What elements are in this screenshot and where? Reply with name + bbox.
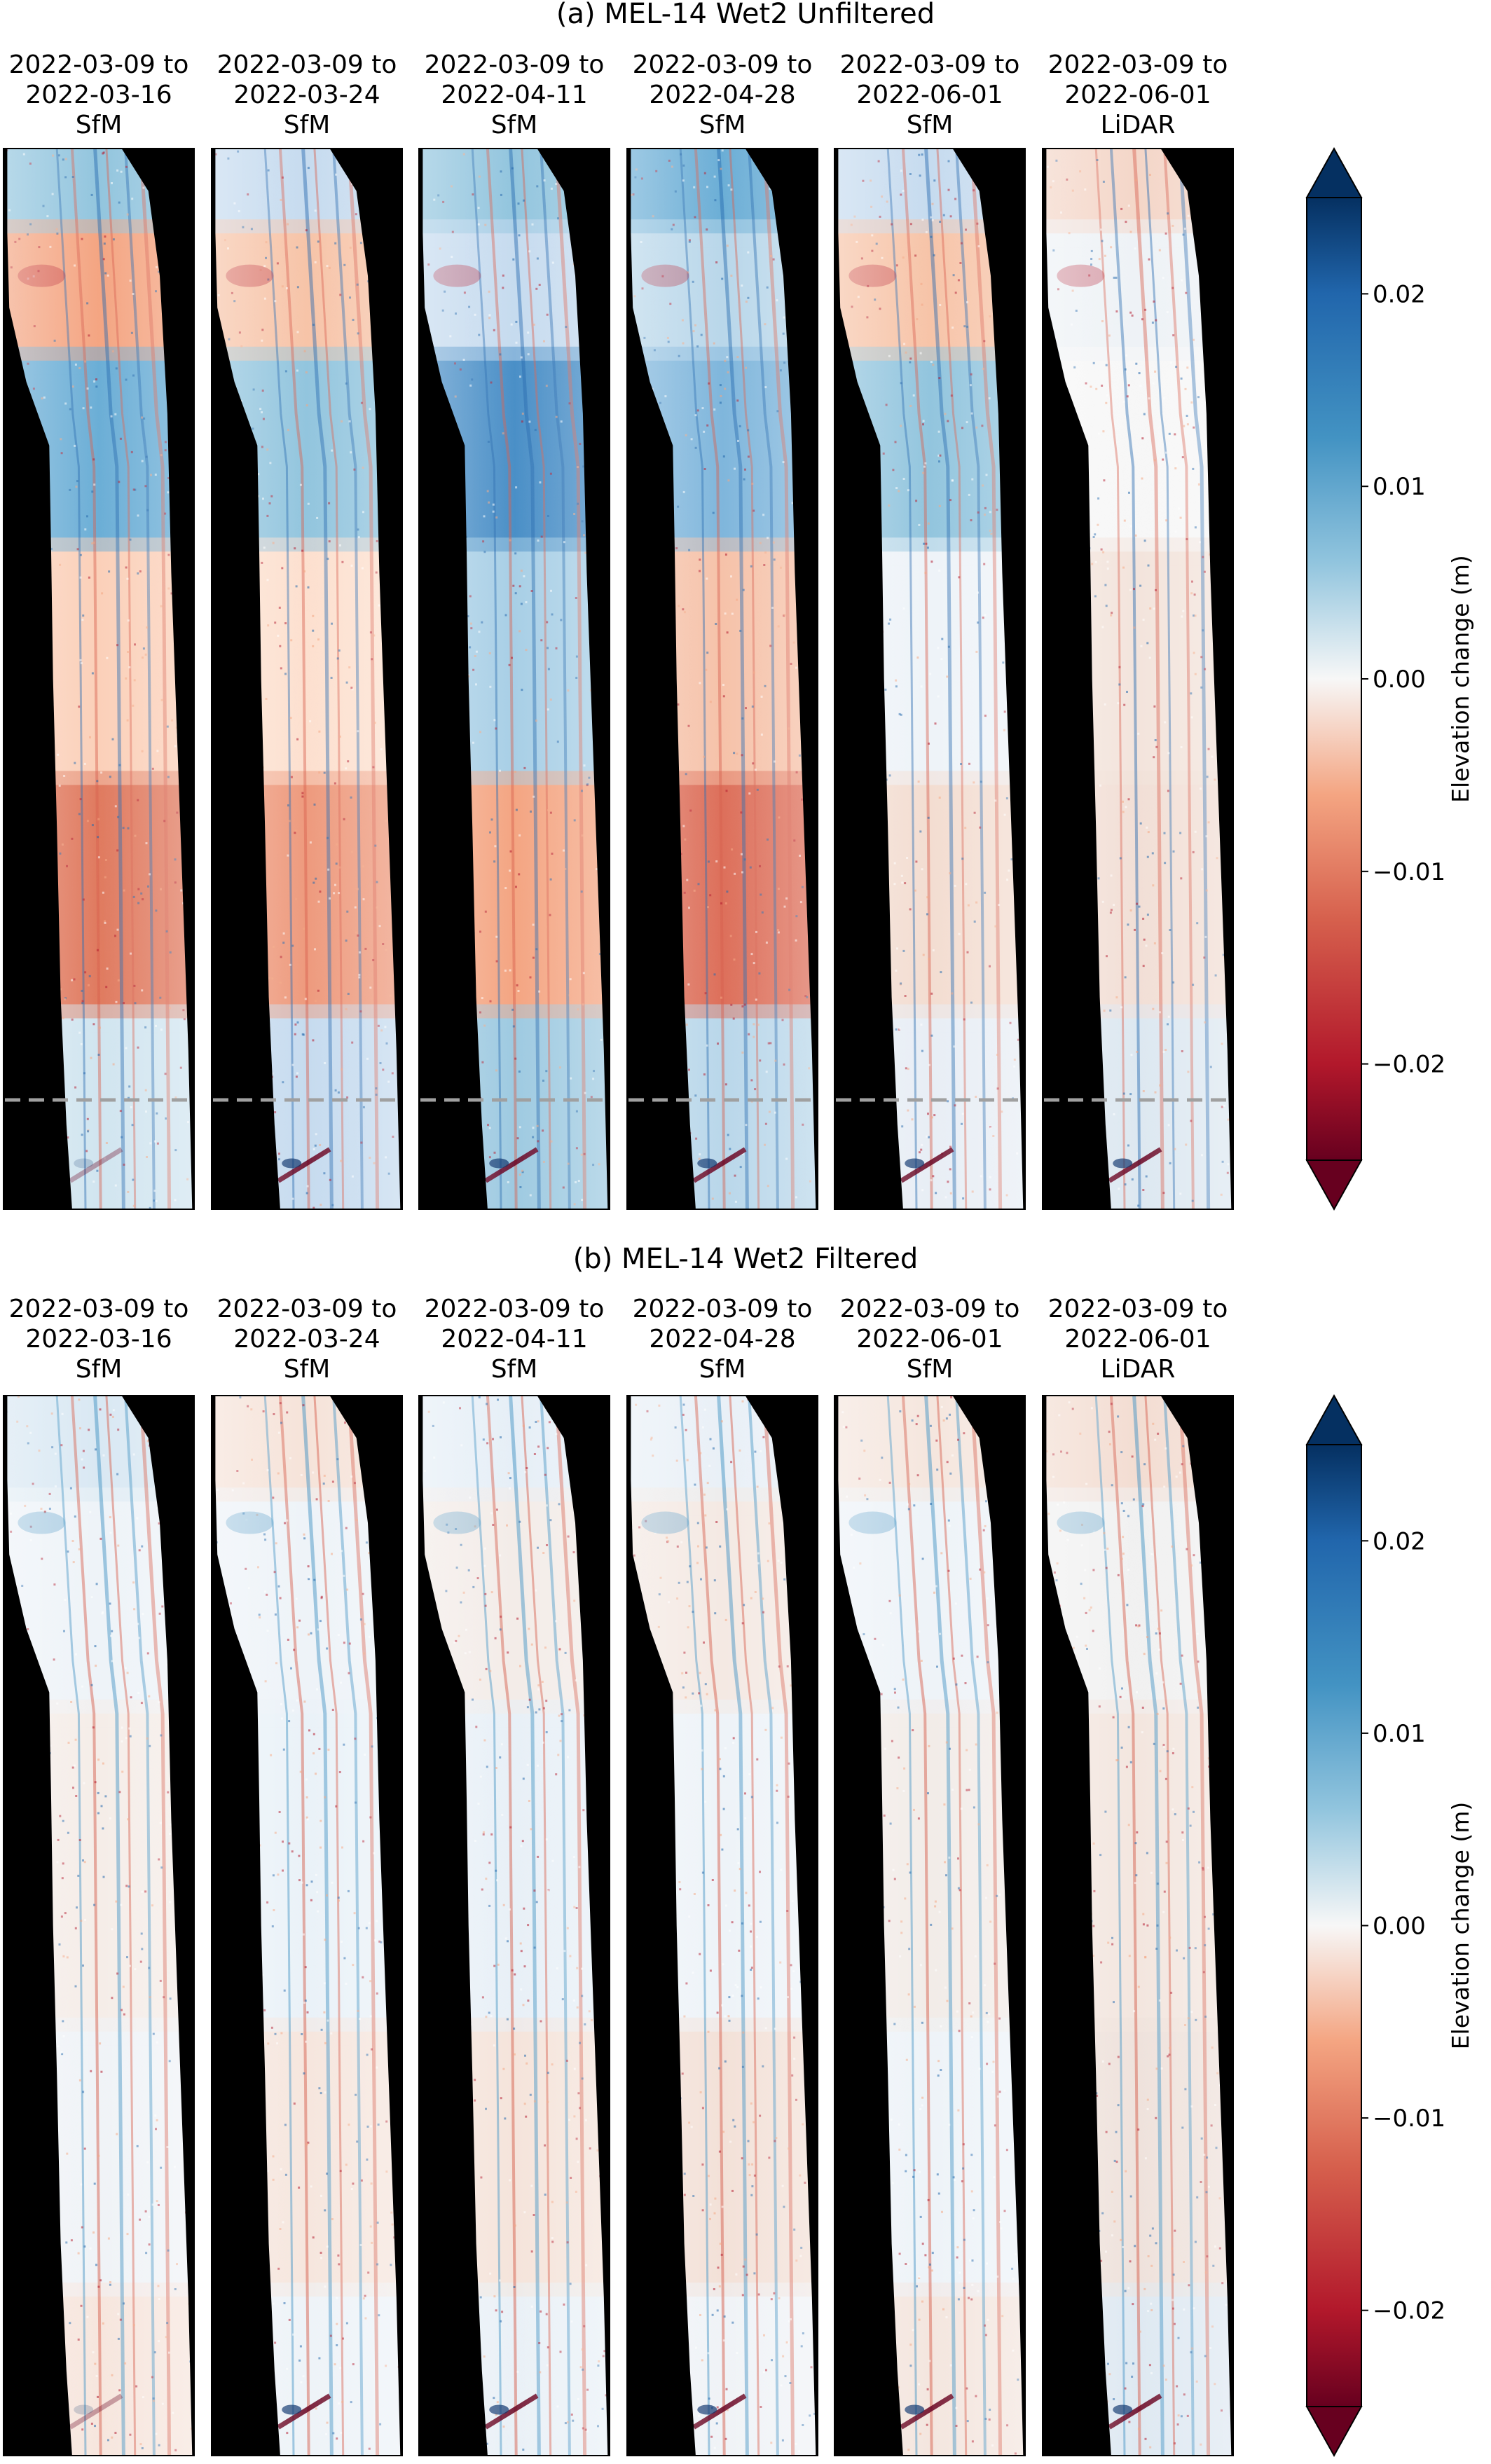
colorbar-label: Elevation change (m) <box>1447 555 1474 803</box>
panel-label: 2022-03-09 to <box>217 50 397 79</box>
colorbar-tick-label: 0.02 <box>1373 280 1426 308</box>
colorbar-tick-label: −0.02 <box>1373 2297 1445 2325</box>
section-title: (b) MEL-14 Wet2 Filtered <box>573 1243 919 1275</box>
panel-frame <box>834 1395 1026 2456</box>
colorbar-body <box>1306 197 1362 1161</box>
panel-label: 2022-06-01 <box>1064 1325 1211 1354</box>
colorbar-tick-label: −0.02 <box>1373 1051 1445 1079</box>
panel-frame <box>211 148 403 1210</box>
panel-label: 2022-04-28 <box>649 1325 795 1354</box>
panel-label: 2022-03-24 <box>233 81 380 109</box>
panel-label: 2022-03-09 to <box>633 1295 813 1323</box>
panel-label: SfM <box>284 1355 331 1384</box>
panel-label: 2022-04-11 <box>441 1325 587 1354</box>
panel-label: LiDAR <box>1101 111 1176 139</box>
colorbar-tick-label: 0.01 <box>1373 473 1426 501</box>
colorbar-extend-bottom <box>1305 1159 1363 1211</box>
panel-label: 2022-03-09 to <box>425 1295 605 1323</box>
panel-label: 2022-03-16 <box>25 81 172 109</box>
colorbar-tick-label: 0.01 <box>1373 1720 1426 1748</box>
colorbar-body <box>1306 1444 1362 2407</box>
colorbar-extend-bottom <box>1305 2406 1363 2458</box>
colorbar: 0.02 0.01 0.00 −0.01 −0.02 Elevation change (… <box>1305 146 1474 1211</box>
panel-label: 2022-04-28 <box>649 81 795 109</box>
panel-label: SfM <box>699 111 746 139</box>
panel-frame <box>1042 148 1234 1210</box>
colorbar: 0.02 0.01 0.00 −0.01 −0.02 Elevation change (… <box>1305 1393 1474 2458</box>
panel-frame <box>834 148 1026 1210</box>
colorbar-tick-label: −0.01 <box>1373 2105 1445 2133</box>
panel-label: SfM <box>76 1355 123 1384</box>
panel-frame <box>626 1395 818 2456</box>
panel-label: LiDAR <box>1101 1355 1176 1384</box>
panel-label: 2022-03-09 to <box>9 1295 189 1323</box>
section-title: (a) MEL-14 Wet2 Unfiltered <box>556 0 935 30</box>
colorbar-label: Elevation change (m) <box>1447 1802 1474 2050</box>
panel-label: 2022-03-09 to <box>1048 50 1228 79</box>
colorbar-extend-top <box>1305 1393 1363 1445</box>
panel-frame <box>418 1395 610 2456</box>
panel-label: SfM <box>491 1355 538 1384</box>
panel-label: 2022-03-09 to <box>633 50 813 79</box>
panel-label: 2022-06-01 <box>856 81 1003 109</box>
panel-label: 2022-03-24 <box>233 1325 380 1354</box>
panel-label: SfM <box>699 1355 746 1384</box>
panel-label: 2022-03-09 to <box>9 50 189 79</box>
panel-frame <box>3 1395 195 2456</box>
panel-label: 2022-06-01 <box>856 1325 1003 1354</box>
panel-frame <box>3 148 195 1210</box>
panel-label: 2022-03-09 to <box>425 50 605 79</box>
colorbar-tick-label: 0.00 <box>1373 666 1426 694</box>
panel-label: 2022-03-09 to <box>840 50 1020 79</box>
panel-label: SfM <box>76 111 123 139</box>
panel-label: 2022-04-11 <box>441 81 587 109</box>
colorbar-tick-label: −0.01 <box>1373 858 1445 886</box>
colorbar-tick-label: 0.00 <box>1373 1913 1426 1941</box>
panel-label: 2022-03-09 to <box>840 1295 1020 1323</box>
panel-label: 2022-06-01 <box>1064 81 1211 109</box>
panel-label: SfM <box>907 1355 954 1384</box>
panel-label: SfM <box>907 111 954 139</box>
panel-label: SfM <box>284 111 331 139</box>
panel-label: 2022-03-09 to <box>1048 1295 1228 1323</box>
colorbar-extend-top <box>1305 146 1363 198</box>
panel-frame <box>418 148 610 1210</box>
panel-frame <box>1042 1395 1234 2456</box>
panel-label: 2022-03-09 to <box>217 1295 397 1323</box>
colorbar-tick-label: 0.02 <box>1373 1527 1426 1555</box>
panel-label: SfM <box>491 111 538 139</box>
panel-frame <box>626 148 818 1210</box>
panel-frame <box>211 1395 403 2456</box>
panel-label: 2022-03-16 <box>25 1325 172 1354</box>
